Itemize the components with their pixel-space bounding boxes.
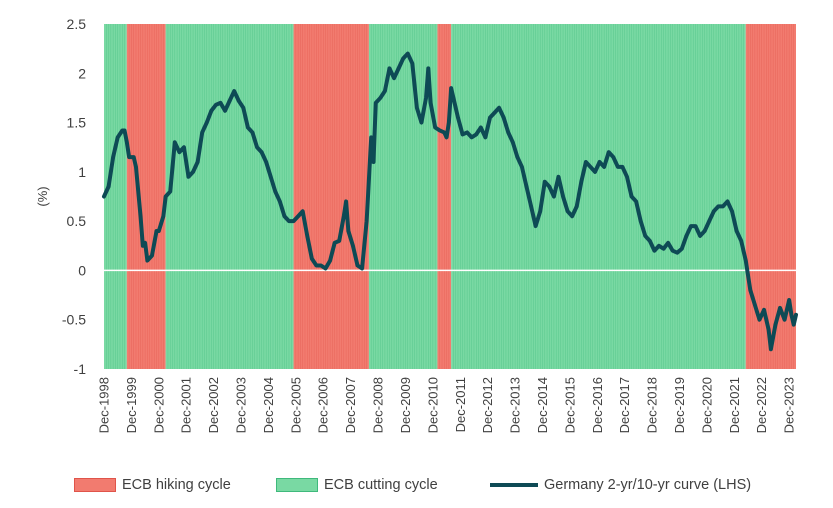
x-tick-label: Dec-2010 [425,377,440,433]
regime-band-hiking-3 [293,24,369,369]
legend-label-curve: Germany 2-yr/10-yr curve (LHS) [544,477,752,493]
y-tick-label: -0.5 [62,312,86,328]
x-tick-label: Dec-2021 [727,377,742,433]
x-tick-label: Dec-2005 [288,377,303,433]
legend-item-cutting: ECB cutting cycle [276,474,438,496]
x-tick-label: Dec-2016 [590,377,605,433]
regime-stripes-5 [439,24,450,369]
x-tick-label: Dec-2017 [617,377,632,433]
legend-swatch-cutting [276,478,318,492]
x-tick-label: Dec-1998 [97,377,112,433]
y-tick-label: 0 [78,262,86,278]
regime-stripes-4 [370,24,436,369]
y-tick-label: 1 [78,164,86,180]
y-axis-ticks: 2.5 2 1.5 1 0.5 0 -0.5 -1 [62,16,86,377]
legend-label-hiking: ECB hiking cycle [122,477,231,493]
chart: 2.5 2 1.5 1 0.5 0 -0.5 -1 Dec-1998 Dec-1999 Dec-2… [35,16,798,433]
regime-bands [104,24,796,369]
x-tick-label: Dec-1999 [124,377,139,433]
x-tick-label: Dec-2004 [261,377,276,433]
legend-item-curve: Germany 2-yr/10-yr curve (LHS) [490,474,751,496]
y-tick-label: 2.5 [67,16,87,32]
x-tick-label: Dec-2000 [151,377,166,433]
regime-stripes-6 [453,24,744,369]
x-tick-label: Dec-2013 [508,377,523,433]
y-axis-label: (%) [35,186,50,206]
x-tick-label: Dec-2009 [398,377,413,433]
y-tick-label: 1.5 [67,115,87,131]
regime-stripes-7 [747,24,794,369]
x-tick-label: Dec-2022 [754,377,769,433]
x-tick-label: Dec-2006 [316,377,331,433]
series-line-germany-curve [102,51,798,352]
x-tick-label: Dec-2023 [782,377,797,433]
regime-band-hiking-1 [126,24,166,369]
regime-stripes-3 [295,24,367,369]
legend-swatch-hiking [74,478,116,492]
regime-stripes-0 [106,24,125,369]
x-tick-label: Dec-2001 [179,377,194,433]
x-axis-ticks: Dec-1998 Dec-1999 Dec-2000 Dec-2001 Dec-2002… [97,377,797,433]
regime-band-cutting-6 [451,24,746,369]
legend-label-cutting: ECB cutting cycle [324,477,438,493]
x-tick-label: Dec-2019 [672,377,687,433]
x-tick-label: Dec-2003 [234,377,249,433]
y-tick-label: 0.5 [67,213,87,229]
legend: ECB hiking cycle ECB cutting cycle Germa… [74,474,814,496]
y-tick-label: -1 [74,361,87,377]
y-tick-label: 2 [78,65,86,81]
x-tick-label: Dec-2007 [343,377,358,433]
x-tick-label: Dec-2011 [453,377,468,432]
x-tick-label: Dec-2020 [699,377,714,433]
x-tick-label: Dec-2002 [206,377,221,433]
x-tick-label: Dec-2018 [645,377,660,433]
legend-swatch-curve [490,483,538,487]
x-tick-label: Dec-2014 [535,377,550,433]
x-tick-label: Dec-2015 [562,377,577,433]
legend-item-hiking: ECB hiking cycle [74,474,231,496]
x-tick-label: Dec-2008 [371,377,386,433]
regime-stripes-2 [167,24,292,369]
x-tick-label: Dec-2012 [480,377,495,433]
